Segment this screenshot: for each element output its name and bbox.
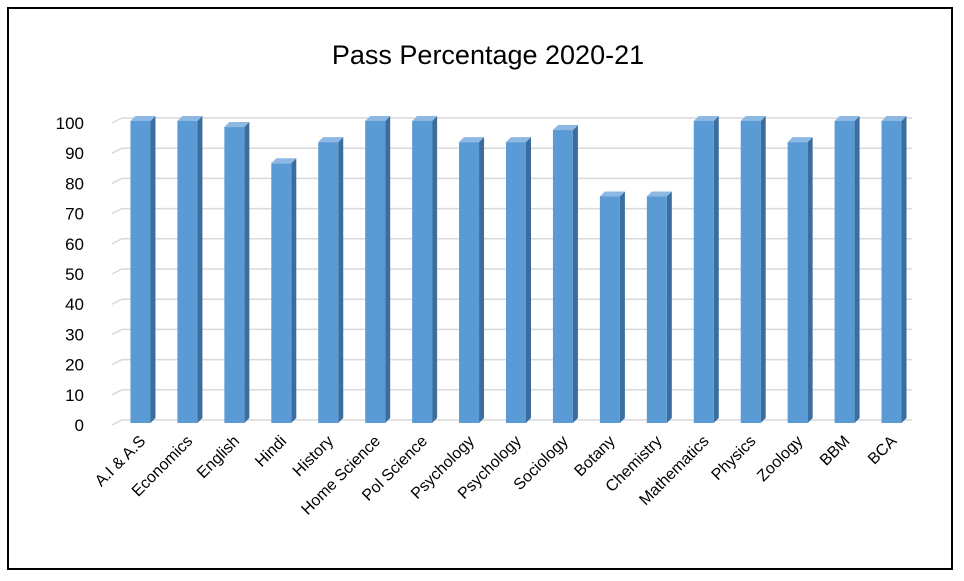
bar-side — [479, 137, 485, 423]
bar — [365, 116, 391, 423]
y-tick-label: 60 — [65, 235, 84, 254]
bar-side — [244, 122, 250, 423]
bar — [318, 137, 344, 423]
bar-top — [834, 116, 860, 121]
bar-front — [552, 130, 573, 423]
bar — [646, 191, 672, 423]
bar-front — [646, 196, 667, 423]
chart-title: Pass Percentage 2020-21 — [332, 40, 644, 70]
y-tick-label: 20 — [65, 356, 84, 375]
bar-top — [881, 116, 907, 121]
bar-front — [599, 196, 620, 423]
bar-front — [787, 142, 808, 423]
bar — [271, 158, 297, 423]
y-axis-ticks: 0 10 20 30 40 50 60 70 80 90 100 — [56, 114, 84, 435]
bar — [693, 116, 719, 423]
bar-top — [271, 158, 297, 164]
y-tick-label: 10 — [65, 386, 84, 405]
y-tick-label: 80 — [65, 174, 84, 193]
bar-side — [385, 116, 391, 423]
bar-front — [693, 121, 714, 423]
bar-top — [506, 137, 531, 143]
bars — [130, 116, 907, 423]
bar — [224, 122, 250, 423]
bar — [506, 137, 531, 423]
bar-front — [365, 121, 386, 423]
y-tick-label: 90 — [65, 144, 84, 163]
bar-front — [740, 121, 761, 423]
gridline — [111, 177, 912, 185]
bar-top — [412, 116, 438, 121]
bar-side — [291, 158, 297, 423]
bar-top — [224, 122, 250, 128]
bar — [787, 137, 813, 423]
bar-top — [693, 116, 719, 121]
bar-front — [881, 121, 902, 423]
bar-side — [760, 116, 766, 423]
bar-side — [526, 137, 531, 423]
bar-top — [318, 137, 344, 143]
bar-side — [150, 116, 156, 423]
bar — [177, 116, 203, 423]
y-tick-label: 30 — [65, 325, 84, 344]
bar-top — [365, 116, 391, 121]
bar — [459, 137, 485, 423]
bar-front — [459, 142, 480, 423]
bar-side — [619, 191, 625, 423]
bar — [552, 125, 578, 423]
y-tick-label: 50 — [65, 265, 84, 284]
bar-top — [552, 125, 578, 131]
bar-side — [197, 116, 203, 423]
bar-top — [130, 116, 156, 121]
y-tick-label: 100 — [56, 114, 84, 133]
bar — [740, 116, 766, 423]
bar-front — [318, 142, 339, 423]
bar-front — [271, 163, 292, 423]
bar-side — [854, 116, 860, 423]
bar-front — [177, 121, 198, 423]
gridline — [111, 147, 912, 154]
bar-side — [432, 116, 438, 423]
y-tick-label: 70 — [65, 205, 84, 224]
bar — [599, 191, 625, 423]
bar — [834, 116, 860, 423]
bar-front — [834, 121, 855, 423]
gridline — [111, 117, 912, 124]
bar-top — [459, 137, 485, 143]
y-tick-label: 0 — [75, 416, 84, 435]
bar-side — [713, 116, 719, 423]
bar-front — [224, 127, 245, 423]
bar-front — [412, 121, 433, 423]
bar-side — [338, 137, 344, 423]
bar — [881, 116, 907, 423]
bar-top — [787, 137, 813, 143]
bar-front — [506, 142, 526, 423]
bar-side — [666, 191, 672, 423]
bar-front — [130, 121, 151, 423]
bar-side — [572, 125, 578, 423]
bar-top — [646, 191, 672, 197]
bar — [412, 116, 438, 423]
bar-side — [807, 137, 813, 423]
bar-top — [177, 116, 203, 121]
bar-top — [599, 191, 625, 197]
y-tick-label: 40 — [65, 295, 84, 314]
bar-top — [740, 116, 766, 121]
bar-side — [901, 116, 907, 423]
bar — [130, 116, 156, 423]
